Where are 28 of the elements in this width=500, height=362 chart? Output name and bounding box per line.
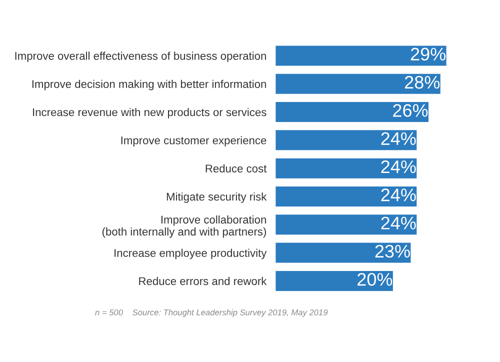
y-tick-label: Reduce cost: [206, 164, 267, 172]
bar: [275, 100, 430, 124]
data-label: 29%: [410, 48, 446, 61]
y-tick-label: Reduce errors and rework: [139, 276, 267, 286]
bar: [275, 44, 448, 68]
data-label: 23%: [375, 244, 410, 258]
data-label: 24%: [381, 216, 416, 230]
data-label: 26%: [393, 104, 428, 117]
data-label: 24%: [381, 160, 416, 174]
bar: [275, 241, 412, 264]
y-tick-label: Increase employee productivity: [114, 248, 267, 260]
bar: [275, 72, 442, 96]
y-tick-label: Improve overall effectiveness of business operation: [15, 52, 266, 62]
data-label: 20%: [358, 273, 392, 286]
bar: [275, 185, 418, 208]
y-tick-label: Increase revenue with new products or services: [33, 108, 266, 118]
bar: [275, 270, 394, 292]
data-label: 24%: [381, 132, 416, 145]
bar: [275, 156, 418, 180]
y-tick-label: Improve decision making with better information: [32, 80, 266, 90]
text: n = 500 Source: Thought Leadership Survey 2019, May 2019: [95, 309, 328, 318]
y-tick-label: Improve collaboration (both internally and with partners): [102, 215, 266, 238]
data-label: 24%: [381, 188, 416, 202]
bar: [275, 128, 418, 152]
data-label: 28%: [404, 76, 440, 89]
y-tick-label: Mitigate security risk: [166, 192, 267, 203]
bar: [275, 213, 418, 236]
y-tick-label: Improve customer experience: [121, 136, 266, 147]
